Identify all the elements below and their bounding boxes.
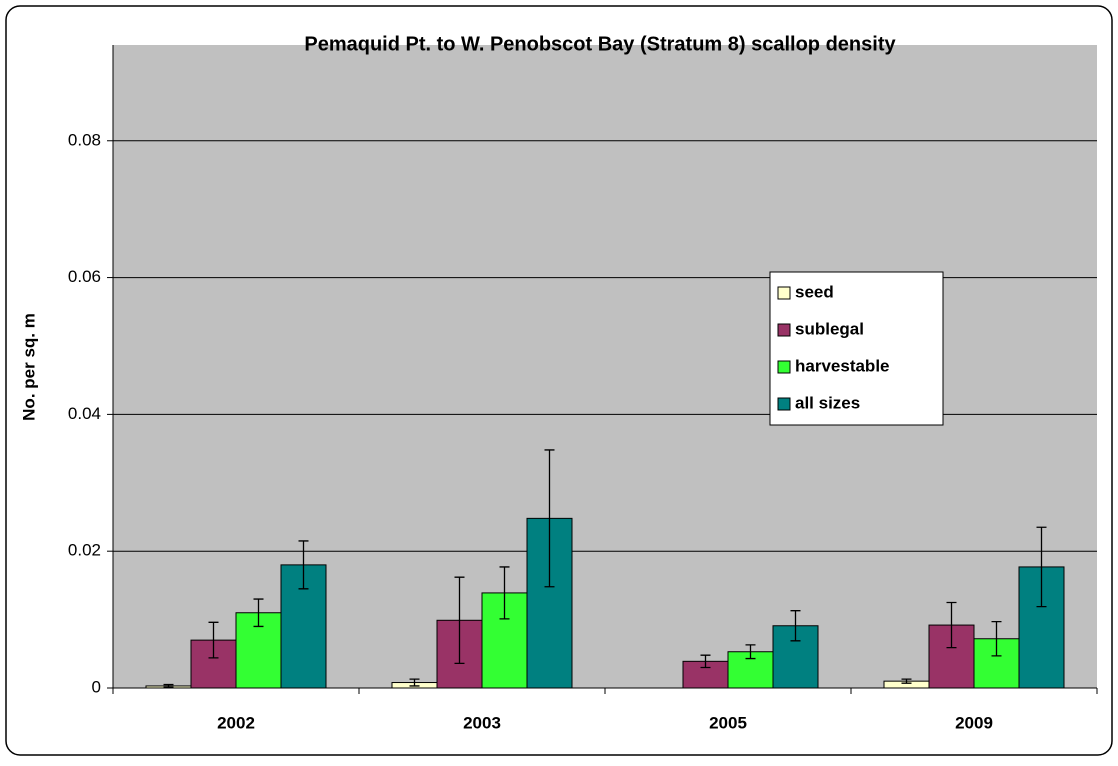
y-tick-label: 0.06 [68,267,101,286]
chart-title: Pemaquid Pt. to W. Penobscot Bay (Stratu… [304,33,896,55]
error-bar [745,644,756,660]
y-tick-label: 0.02 [68,541,101,560]
error-bar [298,540,309,590]
x-tick-label: 2005 [709,713,747,732]
legend-swatch [777,360,791,374]
error-bar [901,678,912,684]
legend-swatch [777,286,791,300]
error-bar [163,683,174,688]
error-bar [253,598,264,628]
error-bar [454,576,465,665]
y-tick-label: 0.04 [68,404,101,423]
legend [769,271,944,426]
y-tick-label: 0 [92,677,101,696]
legend-label: harvestable [795,356,890,375]
y-axis-label: No. per sq. m [19,313,38,421]
plot-area [113,45,1097,688]
x-tick-label: 2003 [463,713,501,732]
y-tick-label: 0.08 [68,130,101,149]
legend-label: all sizes [795,393,860,412]
error-bar [499,566,510,620]
legend-label: sublegal [795,319,864,338]
legend-label: seed [795,282,834,301]
legend-swatch [777,397,791,411]
error-bar [1036,526,1047,608]
error-bar [544,449,555,588]
error-bar [946,601,957,649]
x-tick-label: 2009 [955,713,993,732]
error-bar [208,621,219,659]
error-bar [409,678,420,687]
legend-swatch [777,323,791,337]
error-bar [991,620,1002,657]
error-bar [790,610,801,642]
x-tick-label: 2002 [217,713,255,732]
error-bar [700,654,711,669]
